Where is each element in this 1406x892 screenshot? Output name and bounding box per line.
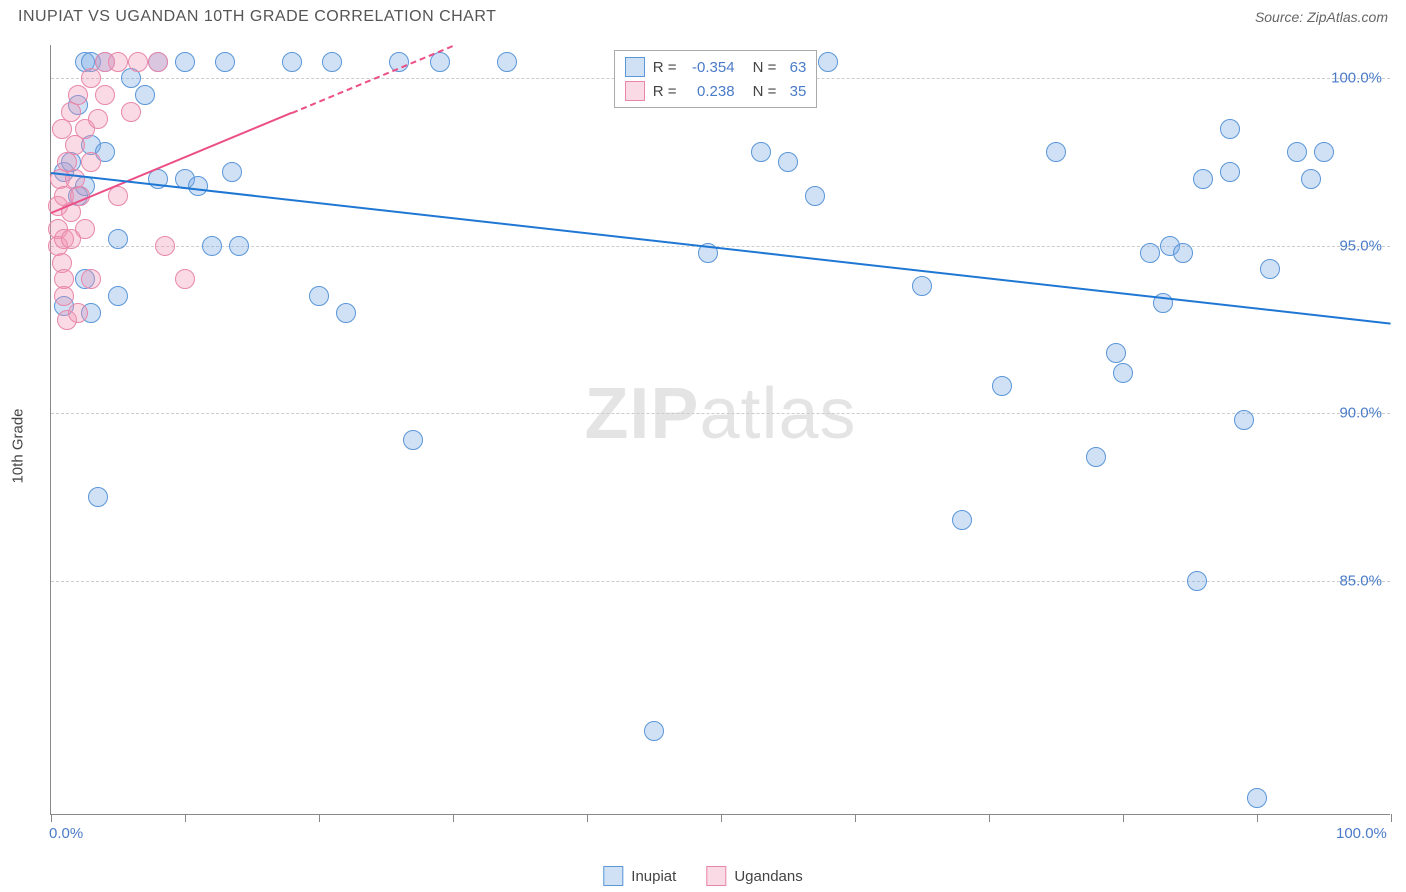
- x-tick: [1123, 814, 1124, 822]
- stat-n-value: 63: [784, 59, 806, 76]
- legend-item: Ugandans: [706, 866, 802, 886]
- data-point: [778, 152, 798, 172]
- data-point: [108, 52, 128, 72]
- data-point: [1220, 119, 1240, 139]
- data-point: [1314, 142, 1334, 162]
- x-tick-label: 100.0%: [1336, 825, 1387, 842]
- data-point: [88, 487, 108, 507]
- data-point: [75, 219, 95, 239]
- x-tick-label: 0.0%: [49, 825, 83, 842]
- data-point: [1193, 169, 1213, 189]
- data-point: [644, 721, 664, 741]
- data-point: [1260, 259, 1280, 279]
- data-point: [952, 510, 972, 530]
- data-point: [95, 85, 115, 105]
- data-point: [403, 430, 423, 450]
- x-tick: [319, 814, 320, 822]
- x-tick: [185, 814, 186, 822]
- data-point: [108, 286, 128, 306]
- series-swatch: [625, 57, 645, 77]
- data-point: [322, 52, 342, 72]
- stats-row: R = 0.238 N = 35: [625, 79, 807, 103]
- y-tick-label: 85.0%: [1339, 572, 1382, 589]
- data-point: [912, 276, 932, 296]
- gridline: [51, 413, 1390, 414]
- chart-title: INUPIAT VS UGANDAN 10TH GRADE CORRELATIO…: [18, 8, 496, 26]
- legend-item: Inupiat: [603, 866, 676, 886]
- data-point: [68, 303, 88, 323]
- data-point: [1086, 447, 1106, 467]
- data-point: [1187, 571, 1207, 591]
- data-point: [128, 52, 148, 72]
- y-axis-label: 10th Grade: [10, 408, 27, 483]
- data-point: [818, 52, 838, 72]
- legend-swatch: [603, 866, 623, 886]
- stats-box: R = -0.354 N = 63 R = 0.238 N = 35: [614, 50, 818, 108]
- legend-label: Inupiat: [631, 868, 676, 885]
- x-tick: [587, 814, 588, 822]
- data-point: [81, 152, 101, 172]
- stat-n-label: N =: [753, 83, 777, 100]
- data-point: [1247, 788, 1267, 808]
- y-tick-label: 90.0%: [1339, 405, 1382, 422]
- data-point: [148, 52, 168, 72]
- stat-r-label: R =: [653, 59, 677, 76]
- y-tick-label: 100.0%: [1331, 70, 1382, 87]
- x-tick: [1391, 814, 1392, 822]
- stat-r-label: R =: [653, 83, 677, 100]
- data-point: [222, 162, 242, 182]
- data-point: [54, 286, 74, 306]
- data-point: [188, 176, 208, 196]
- x-tick: [1257, 814, 1258, 822]
- source-label: Source: ZipAtlas.com: [1255, 9, 1388, 25]
- x-tick: [989, 814, 990, 822]
- stat-r-value: -0.354: [685, 59, 735, 76]
- data-point: [81, 68, 101, 88]
- data-point: [108, 229, 128, 249]
- stat-n-value: 35: [784, 83, 806, 100]
- chart-plot-area: ZIPatlas 85.0%90.0%95.0%100.0%0.0%100.0%…: [50, 45, 1390, 815]
- data-point: [1234, 410, 1254, 430]
- data-point: [992, 376, 1012, 396]
- data-point: [121, 102, 141, 122]
- data-point: [68, 85, 88, 105]
- y-tick-label: 95.0%: [1339, 237, 1382, 254]
- data-point: [202, 236, 222, 256]
- data-point: [309, 286, 329, 306]
- data-point: [751, 142, 771, 162]
- data-point: [81, 269, 101, 289]
- data-point: [497, 52, 517, 72]
- data-point: [1301, 169, 1321, 189]
- data-point: [175, 269, 195, 289]
- legend-swatch: [706, 866, 726, 886]
- data-point: [1220, 162, 1240, 182]
- data-point: [1046, 142, 1066, 162]
- data-point: [282, 52, 302, 72]
- stat-r-value: 0.238: [685, 83, 735, 100]
- data-point: [1173, 243, 1193, 263]
- data-point: [175, 52, 195, 72]
- stat-n-label: N =: [753, 59, 777, 76]
- data-point: [1287, 142, 1307, 162]
- data-point: [336, 303, 356, 323]
- data-point: [135, 85, 155, 105]
- trend-line: [292, 45, 454, 114]
- data-point: [1106, 343, 1126, 363]
- legend-label: Ugandans: [734, 868, 802, 885]
- data-point: [88, 109, 108, 129]
- x-tick: [453, 814, 454, 822]
- data-point: [1113, 363, 1133, 383]
- data-point: [1140, 243, 1160, 263]
- data-point: [229, 236, 249, 256]
- data-point: [805, 186, 825, 206]
- x-tick: [721, 814, 722, 822]
- data-point: [215, 52, 235, 72]
- x-tick: [855, 814, 856, 822]
- legend: Inupiat Ugandans: [603, 866, 802, 886]
- data-point: [155, 236, 175, 256]
- series-swatch: [625, 81, 645, 101]
- x-tick: [51, 814, 52, 822]
- stats-row: R = -0.354 N = 63: [625, 55, 807, 79]
